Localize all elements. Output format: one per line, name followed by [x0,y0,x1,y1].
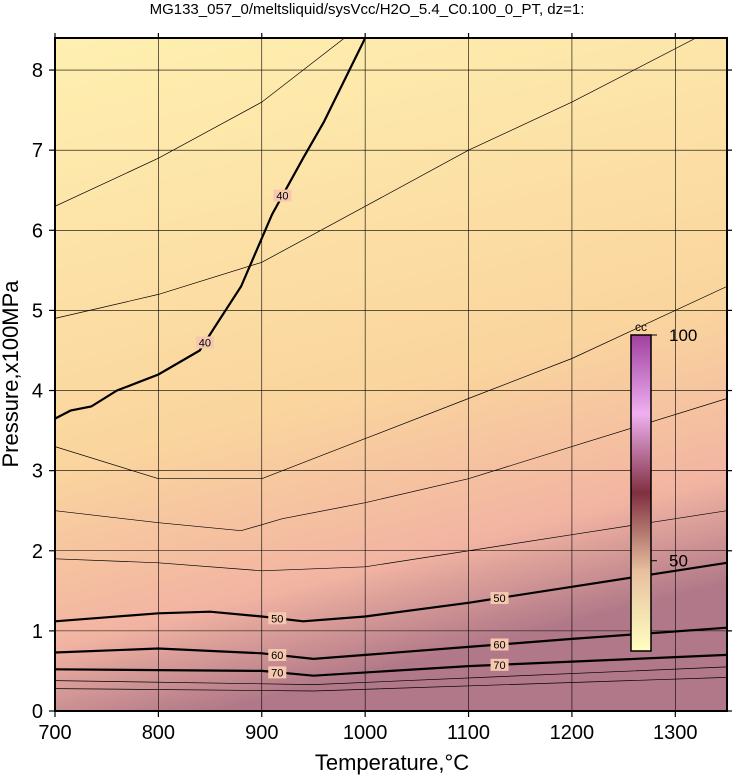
contour-line [55,286,727,480]
contour-label-bg [490,592,509,605]
y-tick-label: 4 [32,381,43,403]
y-tick-label: 2 [32,541,43,563]
x-tick-label: 800 [142,722,175,744]
chart-title: MG133_057_0/meltsliquid/sysVcc/H2O_5.4_C… [150,1,585,18]
colorbar-label: cc [635,320,647,334]
colorbar [630,334,652,652]
contour-line [55,561,727,623]
y-tick-label: 0 [32,701,43,723]
contour-label-bg [268,648,287,661]
contour-label: 50 [271,613,283,625]
contour-line [55,666,727,685]
contour-label: 70 [271,667,283,679]
contour-label-bg [268,612,287,625]
y-axis-label: Pressure,x100MPa [0,280,23,468]
contour-line [55,677,727,692]
contour-label-bg [490,638,509,651]
contour-label: 40 [199,337,211,349]
contour-label: 60 [271,650,283,662]
contour-label-bg [273,189,292,202]
contour-label: 60 [493,640,505,652]
contour-line [55,653,727,677]
x-tick-label: 1200 [550,722,595,744]
contour-label-bg [490,658,509,671]
x-axis-label: Temperature,°C [315,750,469,775]
contour-label: 50 [493,593,505,605]
contours: 40 40 50 50 60 60 70 70 [55,38,727,692]
contour-line [55,398,727,532]
contour-line [55,38,345,207]
y-tick-label: 3 [32,461,43,483]
contour-line [55,38,697,319]
contour-label-bg [268,666,287,679]
x-tick-label: 1100 [447,722,490,744]
x-tick-label: 900 [245,722,278,744]
y-tick-label: 8 [32,60,43,82]
colorbar-tick-label: 50 [669,552,688,571]
contour-label: 40 [276,191,288,203]
x-tick-label: 1000 [343,722,388,744]
y-tick-label: 1 [32,621,43,643]
contour-line [55,510,727,572]
colorbar-tick-label: 100 [669,326,697,345]
x-tick-label: 700 [38,722,71,744]
x-tick-label: 1300 [653,722,698,744]
y-tick-label: 7 [32,140,43,162]
contour-label: 70 [493,660,505,672]
contour-label-bg [195,336,214,349]
contour-line [55,626,727,661]
y-tick-label: 6 [32,220,43,242]
plot-frame [54,37,728,712]
y-tick-label: 5 [32,300,43,322]
